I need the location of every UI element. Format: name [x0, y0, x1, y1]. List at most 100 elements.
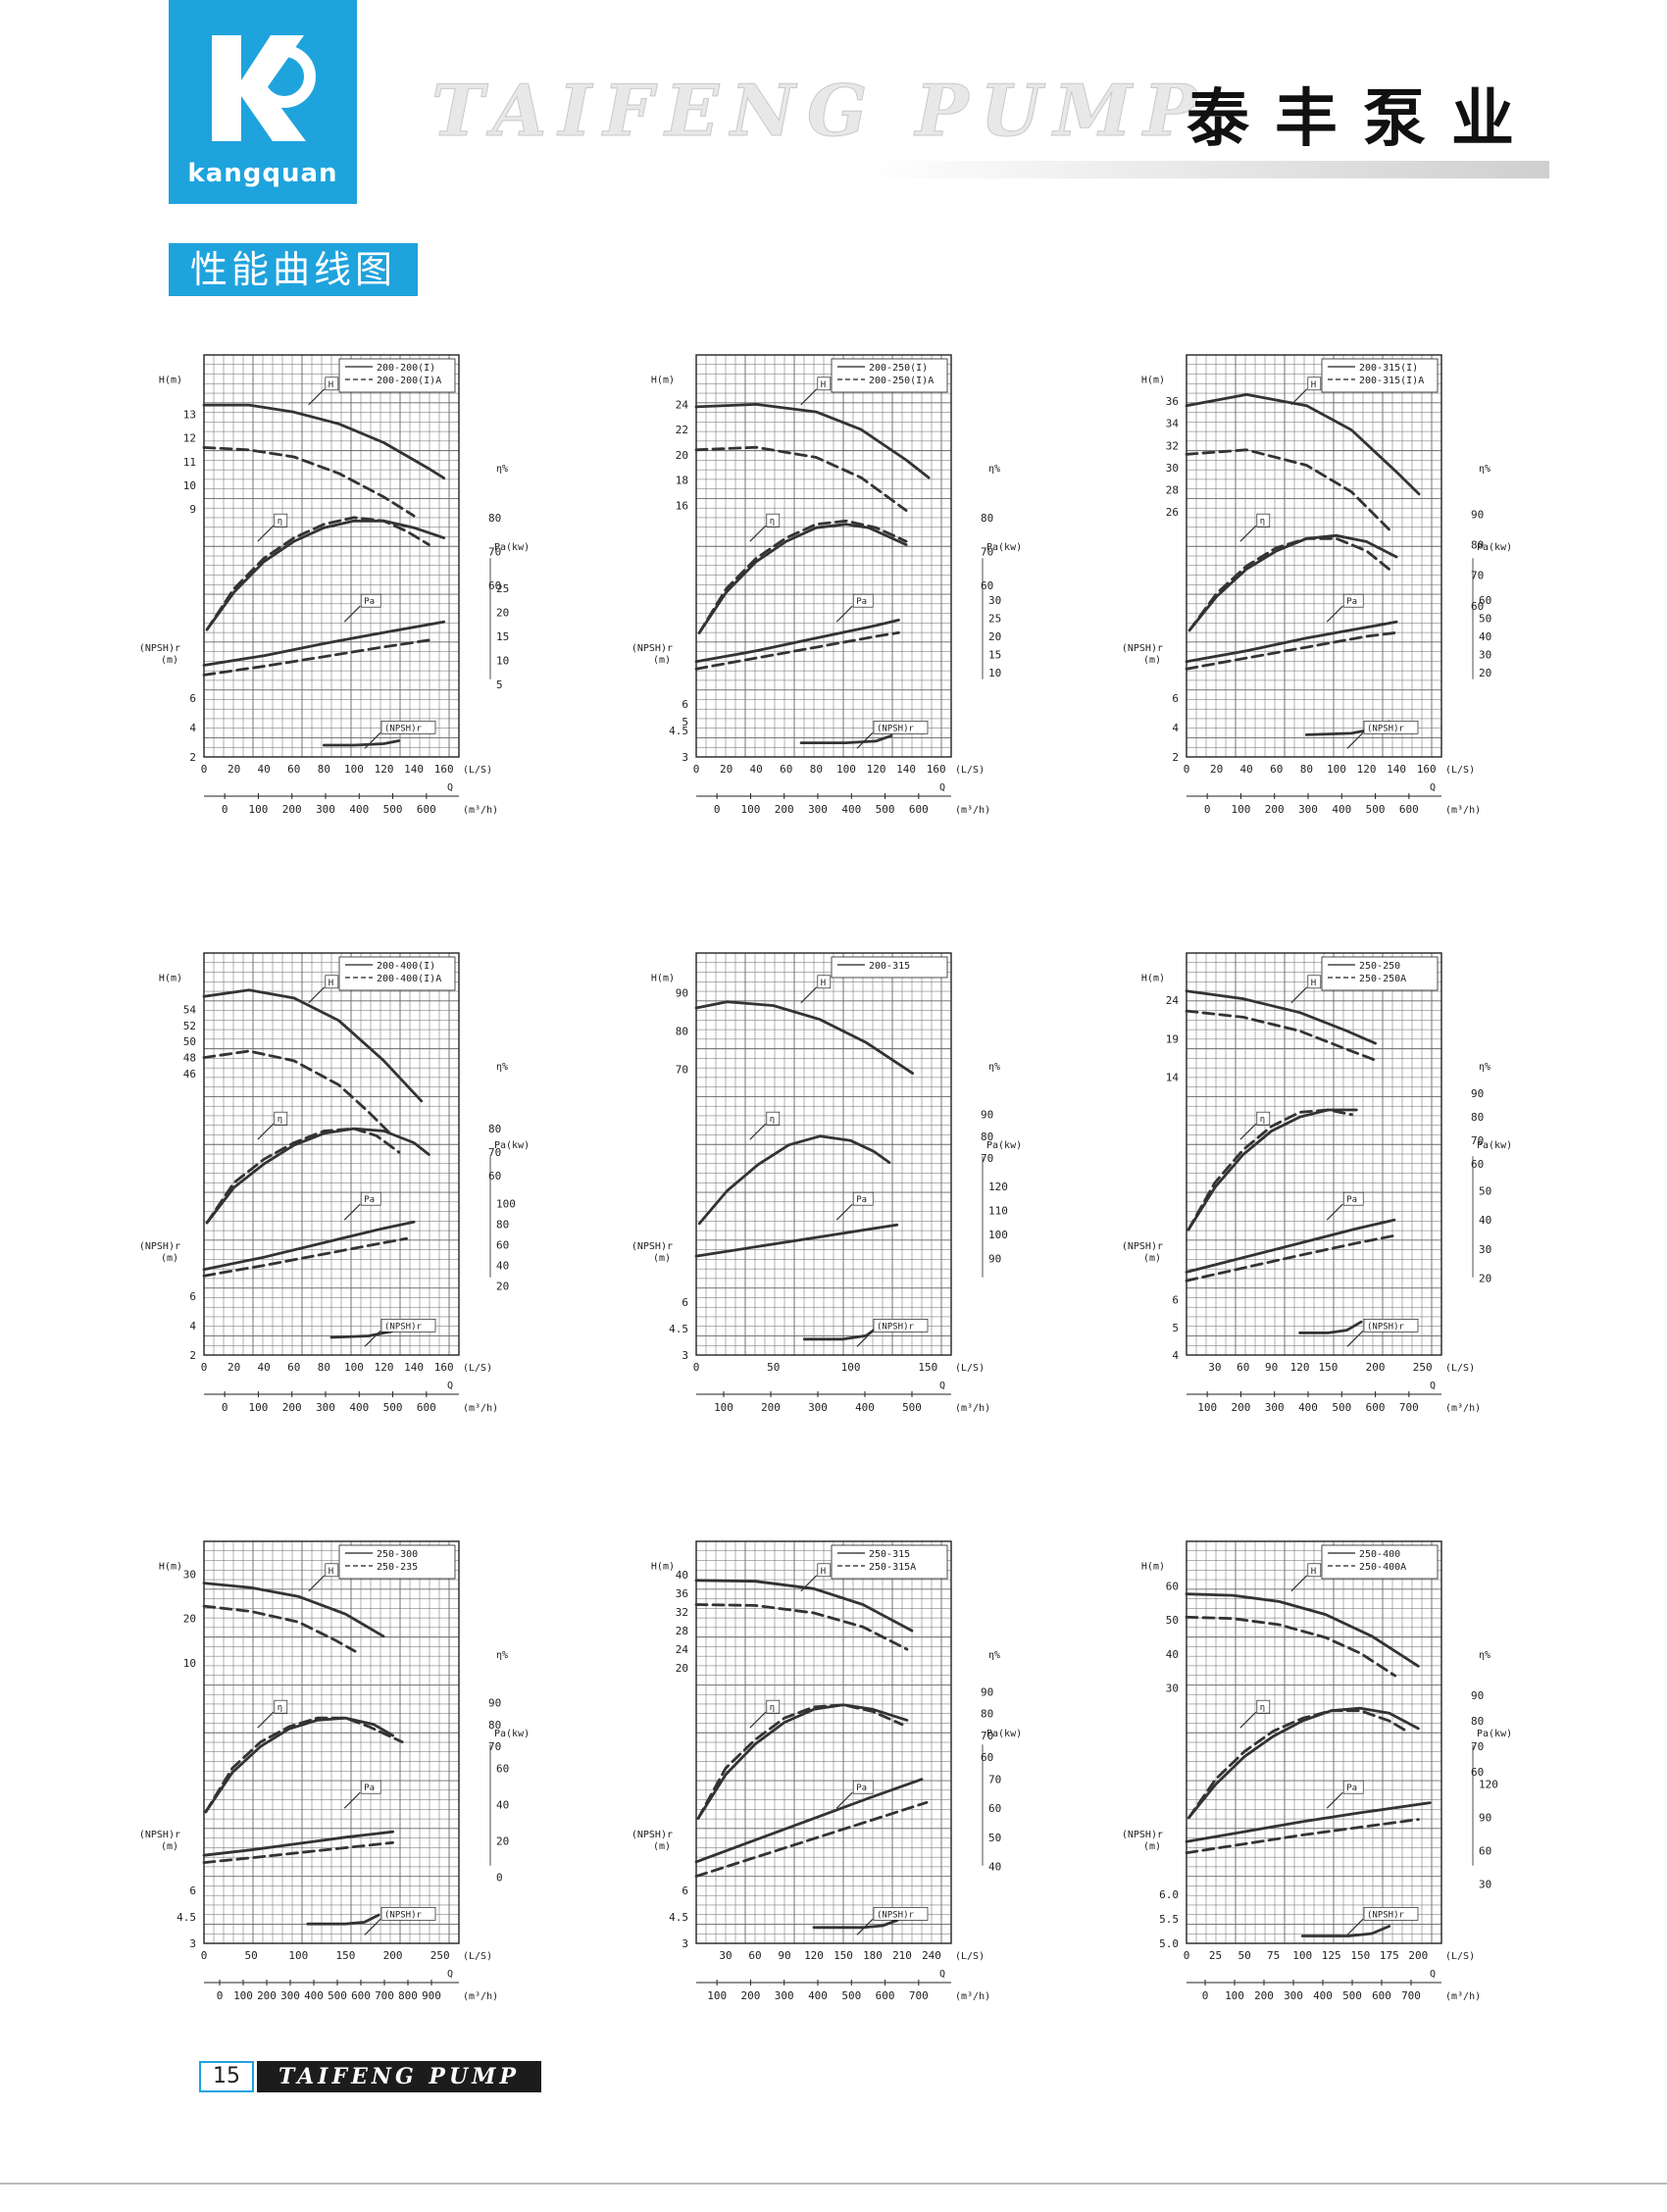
npsh-curve: [1300, 1925, 1391, 1937]
npsh-axis-label: (NPSH)r: [139, 643, 180, 654]
flow-m3h-unit: (m³/h): [955, 1991, 990, 2002]
npsh-curve: [323, 739, 401, 747]
callout-box: [817, 1563, 832, 1578]
head-tick-label: 20: [676, 449, 688, 462]
power-curve: [694, 1778, 924, 1864]
efficiency-tick-label: 70: [488, 545, 501, 558]
flow-m3h-unit: (m³/h): [1445, 805, 1481, 816]
callout-leader: [856, 1918, 874, 1936]
npsh-unit-label: (m): [161, 1841, 178, 1852]
head-axis-label: H(m): [1141, 1562, 1165, 1573]
flow-axis-label: Q: [939, 1381, 945, 1391]
efficiency-tick-label: 80: [981, 1131, 993, 1143]
head-curve-trimmed: [1185, 1615, 1397, 1678]
head-curve: [202, 988, 424, 1103]
eff-curve: [1187, 1706, 1420, 1820]
flow-ls-tick-label: 150: [834, 1949, 853, 1962]
flow-m3h-tick-label: 400: [855, 1401, 875, 1414]
curve-callouts: Hη Pa (NPSH)r: [1239, 975, 1419, 1347]
pump-curve-chart-8: 250-315250-315AH(m)403632282420(NPSH)r(m…: [631, 1540, 1022, 2002]
efficiency-tick-label: 70: [1471, 1134, 1484, 1147]
flow-m3h-tick-label: 0: [1202, 1989, 1209, 2002]
power-tick-label: 0: [496, 1871, 503, 1884]
callout-label: H: [328, 1567, 333, 1577]
callout-leader: [308, 1575, 326, 1592]
flow-ls-tick-label: 40: [750, 763, 763, 776]
power-curve: [202, 1220, 416, 1272]
callout-box: [360, 1780, 381, 1794]
power-tick-label: 25: [496, 582, 509, 595]
head-axis-label: H(m): [159, 1562, 182, 1573]
callout-box: [766, 1111, 781, 1126]
header-gradient-rule: [863, 161, 1549, 178]
eff-curve-trimmed: [696, 1703, 904, 1820]
callout-box: [1363, 1319, 1419, 1332]
power-tick-label: 100: [496, 1197, 516, 1210]
head-curve-trimmed: [694, 445, 908, 512]
kangquan-logo-mark: [212, 35, 316, 141]
callout-label: H: [1311, 380, 1316, 390]
head-tick-label: 10: [183, 479, 196, 492]
callout-label: H: [821, 979, 826, 988]
legend: 250-300 250-235: [338, 1544, 456, 1580]
legend-entry: 250-400: [1359, 1549, 1400, 1560]
efficiency-tick-label: 80: [1471, 1111, 1484, 1124]
legend-entry: 200-315(I): [1359, 363, 1418, 374]
flow-m3h-tick-label: 200: [282, 803, 302, 816]
head-curve-trimmed: [202, 1049, 393, 1136]
head-tick-label: 50: [1166, 1614, 1179, 1627]
head-tick-label: 48: [183, 1052, 196, 1065]
efficiency-axis-label: η%: [988, 464, 1000, 475]
efficiency-tick-label: 70: [488, 1740, 501, 1753]
callout-leader: [856, 731, 874, 749]
head-tick-label: 24: [1166, 994, 1180, 1007]
callout-leader: [749, 1711, 767, 1729]
callout-label: η: [770, 1115, 775, 1125]
head-tick-label: 60: [1166, 1580, 1179, 1592]
flow-ls-tick-label: 0: [693, 1361, 700, 1374]
power-curve-trimmed: [202, 1840, 394, 1864]
legend-box: [338, 956, 456, 991]
npsh-tick-label: 2: [1172, 751, 1179, 764]
flow-m3h-unit: (m³/h): [955, 805, 990, 816]
power-curve-trimmed: [1185, 630, 1398, 671]
efficiency-tick-label: 60: [488, 579, 501, 592]
flow-ls-tick-label: 60: [780, 763, 792, 776]
flow-ls-tick-label: 100: [1327, 763, 1346, 776]
curve-callouts: Hη Pa (NPSH)r: [1239, 377, 1419, 749]
curve-callouts: Hη Pa (NPSH)r: [257, 975, 436, 1347]
efficiency-tick-label: 60: [981, 579, 993, 592]
legend: 200-200(I) 200-200(I)A: [338, 358, 456, 393]
callout-label: (NPSH)r: [384, 1322, 423, 1332]
callout-leader: [1346, 731, 1364, 749]
legend: 250-315 250-315A: [831, 1544, 948, 1580]
npsh-tick-label: 6: [682, 1885, 688, 1897]
eff-curve-trimmed: [1187, 1709, 1408, 1820]
legend-box: [1321, 956, 1439, 991]
flow-m3h-tick-label: 300: [316, 803, 335, 816]
flow-m3h-tick-label: 100: [714, 1401, 733, 1414]
head-curve: [694, 1000, 914, 1075]
flow-m3h-tick-label: 300: [280, 1989, 300, 2002]
eff-curve-trimmed: [205, 516, 430, 631]
callout-box: [360, 593, 381, 608]
power-tick-label: 20: [1479, 1272, 1491, 1284]
pump-curve-chart-6: 250-250250-250AH(m)241914(NPSH)r(m)654η%…: [1122, 952, 1512, 1414]
power-axis-label: Pa(kw): [494, 1729, 530, 1739]
chart-grid: [203, 354, 460, 758]
flow-ls-tick-label: 50: [1238, 1949, 1250, 1962]
callout-label: Pa: [856, 1195, 867, 1205]
flow-ls-tick-label: 20: [1210, 763, 1223, 776]
power-axis-label: Pa(kw): [1477, 542, 1512, 553]
head-tick-label: 40: [1166, 1648, 1179, 1661]
power-tick-label: 30: [1479, 1878, 1491, 1890]
flow-ls-tick-label: 0: [201, 1949, 208, 1962]
power-tick-label: 40: [988, 1860, 1001, 1873]
flow-m3h-tick-label: 400: [304, 1989, 324, 2002]
legend: 200-400(I) 200-400(I)A: [338, 956, 456, 991]
flow-m3h-unit: (m³/h): [955, 1403, 990, 1414]
head-tick-label: 54: [183, 1003, 197, 1016]
head-tick-label: 40: [676, 1569, 688, 1582]
legend: 200-315: [831, 956, 948, 979]
npsh-tick-label: 3: [682, 1349, 688, 1362]
